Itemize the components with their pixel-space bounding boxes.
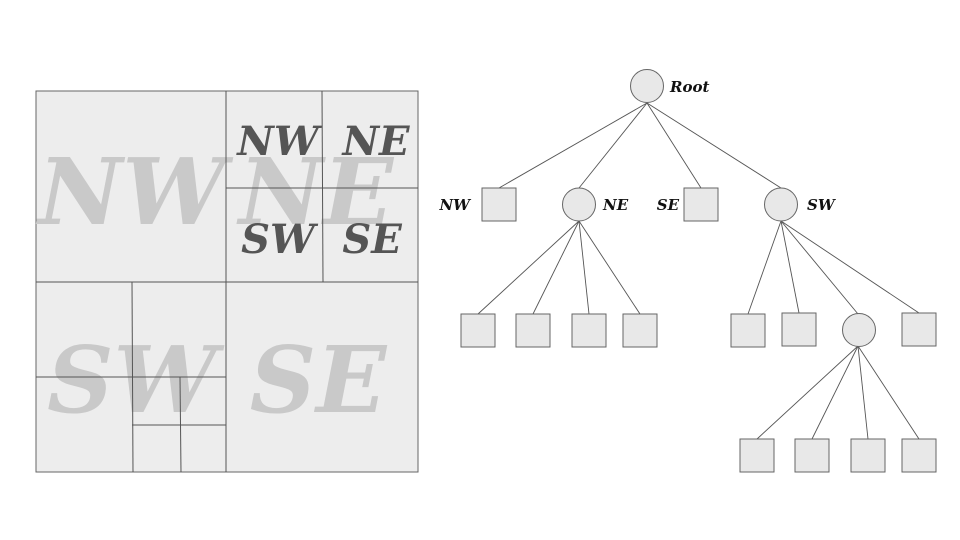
quadtree-map: NW NE SW SE NW NE SW SE xyxy=(35,90,419,473)
tree-label-sw: SW xyxy=(807,196,837,214)
tree-leaf xyxy=(571,313,607,348)
tree-label-root: Root xyxy=(669,78,709,96)
edge-grandchild xyxy=(756,345,859,440)
tree-label-se: SE xyxy=(657,196,680,214)
tree-node-se-leaf xyxy=(683,187,719,222)
edge-ne-child xyxy=(532,220,580,315)
tree-leaf xyxy=(515,313,551,348)
edge-sw-child xyxy=(747,220,782,315)
tree-leaf xyxy=(730,313,766,348)
edge-grandchild xyxy=(811,345,859,440)
edge-ne-child xyxy=(477,220,580,315)
edge-grandchild xyxy=(857,345,920,440)
ne-sub-label-ne: NE xyxy=(340,118,410,165)
map-label-sw: SW xyxy=(47,326,224,434)
map-label-ne: NE xyxy=(236,138,395,246)
edge-root-nw xyxy=(498,102,648,189)
map-label-nw: NW xyxy=(35,138,233,246)
tree-leaf xyxy=(460,313,496,348)
tree-node-sw xyxy=(764,187,798,222)
tree-leaf xyxy=(622,313,658,348)
map-label-se: SE xyxy=(250,326,388,434)
edge-grandchild xyxy=(857,345,869,440)
edge-root-sw xyxy=(646,102,782,189)
quadtree-tree: Root NW NE SE SW xyxy=(438,69,937,473)
edge-sw-child xyxy=(780,220,920,314)
edge-sw-child xyxy=(780,220,859,315)
edge-root-se xyxy=(646,102,702,189)
ne-sub-label-sw: SW xyxy=(241,216,319,263)
edge-sw-child xyxy=(780,220,800,314)
tree-leaf xyxy=(781,312,817,347)
tree-node-ne xyxy=(562,187,596,222)
tree-leaf xyxy=(794,438,830,473)
edge-ne-child xyxy=(578,220,641,315)
edge-ne-child xyxy=(578,220,590,315)
tree-leaf xyxy=(901,438,937,473)
tree-leaf xyxy=(850,438,886,473)
tree-node-internal xyxy=(842,313,876,347)
tree-node-root xyxy=(630,69,664,103)
ne-sub-label-nw: NW xyxy=(235,118,323,165)
tree-leaf xyxy=(901,312,937,347)
tree-label-nw: NW xyxy=(438,196,472,214)
ne-sub-label-se: SE xyxy=(342,216,402,263)
tree-node-nw-leaf xyxy=(481,187,517,222)
tree-leaf xyxy=(739,438,775,473)
tree-label-ne: NE xyxy=(602,196,629,214)
edge-root-ne xyxy=(578,102,648,189)
ne-sub-divider-vertical xyxy=(321,90,324,283)
